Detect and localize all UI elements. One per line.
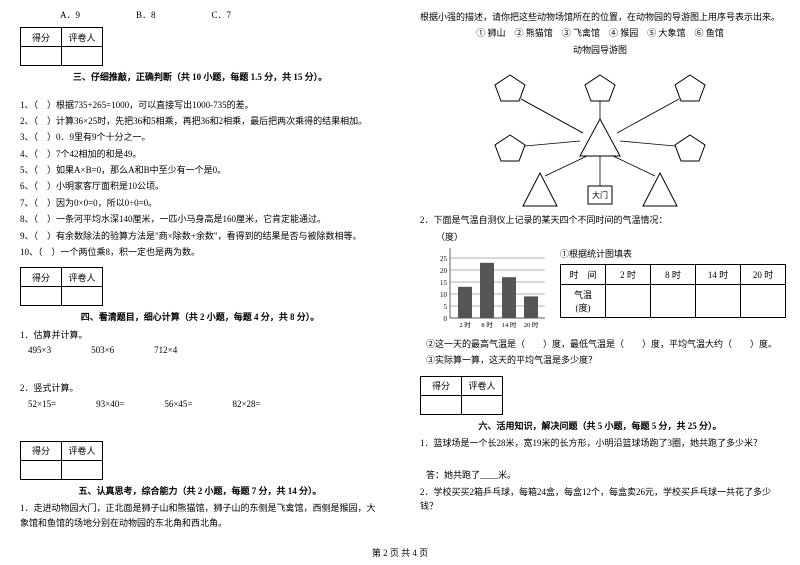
svg-text:8 时: 8 时 bbox=[481, 320, 493, 329]
th-20: 20 时 bbox=[741, 264, 786, 284]
grader-label: 评卷人 bbox=[62, 268, 103, 287]
s6-q1-ans: 答：她共跑了____米。 bbox=[426, 468, 780, 482]
calc-item: 82×28= bbox=[232, 399, 260, 409]
opt-c: C．7 bbox=[212, 8, 232, 21]
s3-item: 3、（ ）0．9里有9个十分之一。 bbox=[20, 130, 380, 144]
calc-item: 93×40= bbox=[96, 399, 124, 409]
th-14: 14 时 bbox=[696, 264, 741, 284]
zoo-title: 动物园导游图 bbox=[420, 44, 780, 58]
calc-item: 52×15= bbox=[28, 399, 56, 409]
s4-q2: 2．竖式计算。 bbox=[20, 381, 380, 395]
opt-a: A．9 bbox=[60, 8, 80, 21]
s4-q2-items: 52×15= 93×40= 56×45= 82×28= bbox=[28, 399, 380, 409]
page-footer: 第 2 页 共 4 页 bbox=[0, 546, 800, 559]
calc-item: 56×45= bbox=[164, 399, 192, 409]
s3-item: 4、（ ）7个42相加的和是49。 bbox=[20, 147, 380, 161]
zoo-map: 大门 bbox=[485, 61, 715, 211]
calc-item: 503×6 bbox=[91, 345, 114, 355]
row-temp: 气温(度) bbox=[561, 284, 606, 317]
s3-item: 1、（ ）根据735+265=1000，可以直接写出1000-735的差。 bbox=[20, 98, 380, 112]
opt-b: B．8 bbox=[136, 8, 156, 21]
svg-text:10: 10 bbox=[440, 291, 448, 299]
temp-chart: 25 20 15 10 5 0 2 时 8 时 14 时 20 时 bbox=[430, 243, 550, 333]
abc-options: A．9 B．8 C．7 bbox=[60, 8, 380, 21]
s3-item: 10、（ ）一个两位乘8，积一定也是两为数。 bbox=[20, 245, 380, 259]
svg-text:25: 25 bbox=[440, 255, 448, 263]
gate-label: 大门 bbox=[592, 190, 608, 200]
section-5-title: 五、认真思考，综合能力（共 2 小题，每题 7 分，共 14 分）。 bbox=[20, 485, 380, 499]
section-4-title: 四、看清题目，细心计算（共 2 小题，每题 4 分，共 8 分）。 bbox=[20, 311, 380, 325]
svg-text:14 时: 14 时 bbox=[502, 320, 517, 329]
score-box-4: 得分评卷人 bbox=[20, 267, 103, 306]
svg-text:15: 15 bbox=[440, 279, 448, 287]
svg-text:2 时: 2 时 bbox=[459, 320, 471, 329]
s5-q2c: ③实际算一算，这天的平均气温是多少度？ bbox=[426, 353, 780, 367]
section-3-title: 三、仔细推敲，正确判断（共 10 小题，每题 1.5 分，共 15 分）。 bbox=[20, 71, 380, 85]
s3-item: 7、（ ）因为0×0=0，所以0÷0=0。 bbox=[20, 196, 380, 210]
grader-label: 评卷人 bbox=[62, 441, 103, 460]
svg-text:20 时: 20 时 bbox=[524, 320, 539, 329]
s6-q2: 2．学校买买2箱乒乓球，每箱24盒，每盒12个，每盒卖26元，学校买乒乓球一共花… bbox=[420, 485, 780, 514]
right-column: 根据小强的描述，请你把这些动物场馆所在的位置，在动物园的导游图上用序号表示出来。… bbox=[400, 0, 800, 565]
chart-title: ①根据统计图填表 bbox=[560, 247, 786, 260]
s3-item: 5、（ ）如果A×B=0，那么A和B中至少有一个是0。 bbox=[20, 163, 380, 177]
zoo-legend: ① 狮山 ② 熊猫馆 ③ 飞禽馆 ④ 猴园 ⑤ 大象馆 ⑥ 鱼馆 bbox=[420, 27, 780, 41]
score-box-6: 得分评卷人 bbox=[420, 376, 503, 415]
calc-item: 712×4 bbox=[154, 345, 177, 355]
s5-q2: 2．下面是气温自测仪上记录的某天四个不同时间的气温情况： bbox=[420, 213, 780, 227]
score-box-3: 得分评卷人 bbox=[20, 27, 103, 66]
calc-item: 495×3 bbox=[28, 345, 51, 355]
temp-table: 时 间 2 时 8 时 14 时 20 时 气温(度) bbox=[560, 264, 786, 318]
s5-q2b: ②这一天的最高气温是（ ）度，最低气温是（ ）度，平均气温大约（ ）度。 bbox=[426, 337, 780, 351]
s4-q1-items: 495×3 503×6 712×4 bbox=[28, 345, 380, 355]
grader-label: 评卷人 bbox=[462, 376, 503, 395]
s4-q1: 1．估算并计算。 bbox=[20, 328, 380, 342]
svg-text:0: 0 bbox=[444, 315, 448, 323]
zoo-intro: 根据小强的描述，请你把这些动物场馆所在的位置，在动物园的导游图上用序号表示出来。 bbox=[420, 10, 780, 24]
svg-text:5: 5 bbox=[444, 303, 448, 311]
grader-label: 评卷人 bbox=[62, 28, 103, 47]
s6-q1: 1．篮球场是一个长28米，宽19米的长方形，小明沿篮球场跑了3圈，她共跑了多少米… bbox=[420, 436, 780, 450]
score-box-5: 得分评卷人 bbox=[20, 441, 103, 480]
s3-item: 6、（ ）小明家客厅面积是10公顷。 bbox=[20, 179, 380, 193]
degree-label: （度） bbox=[436, 230, 550, 243]
left-column: A．9 B．8 C．7 得分评卷人 三、仔细推敲，正确判断（共 10 小题，每题… bbox=[0, 0, 400, 565]
svg-text:20: 20 bbox=[440, 267, 448, 275]
th-time: 时 间 bbox=[561, 264, 606, 284]
s3-item: 8、（ ）一条河平均水深140厘米，一匹小马身高是160厘米，它肯定能通过。 bbox=[20, 212, 380, 226]
s5-q1: 1．走进动物园大门，正北面是狮子山和熊猫馆，狮子山的东侧是飞禽馆，西侧是猴园，大… bbox=[20, 501, 380, 530]
score-label: 得分 bbox=[421, 376, 462, 395]
score-label: 得分 bbox=[21, 28, 62, 47]
th-2: 2 时 bbox=[606, 264, 651, 284]
s3-item: 9、（ ）有余数除法的验算方法是"商×除数+余数"，看得到的结果是否与被除数相等… bbox=[20, 229, 380, 243]
score-label: 得分 bbox=[21, 441, 62, 460]
score-label: 得分 bbox=[21, 268, 62, 287]
section-6-title: 六、活用知识，解决问题（共 5 小题，每题 5 分，共 25 分）。 bbox=[420, 420, 780, 434]
s3-item: 2、（ ）计算36×25时，先把36和5相乘，再把36和2相乘，最后把两次乘得的… bbox=[20, 114, 380, 128]
th-8: 8 时 bbox=[651, 264, 696, 284]
